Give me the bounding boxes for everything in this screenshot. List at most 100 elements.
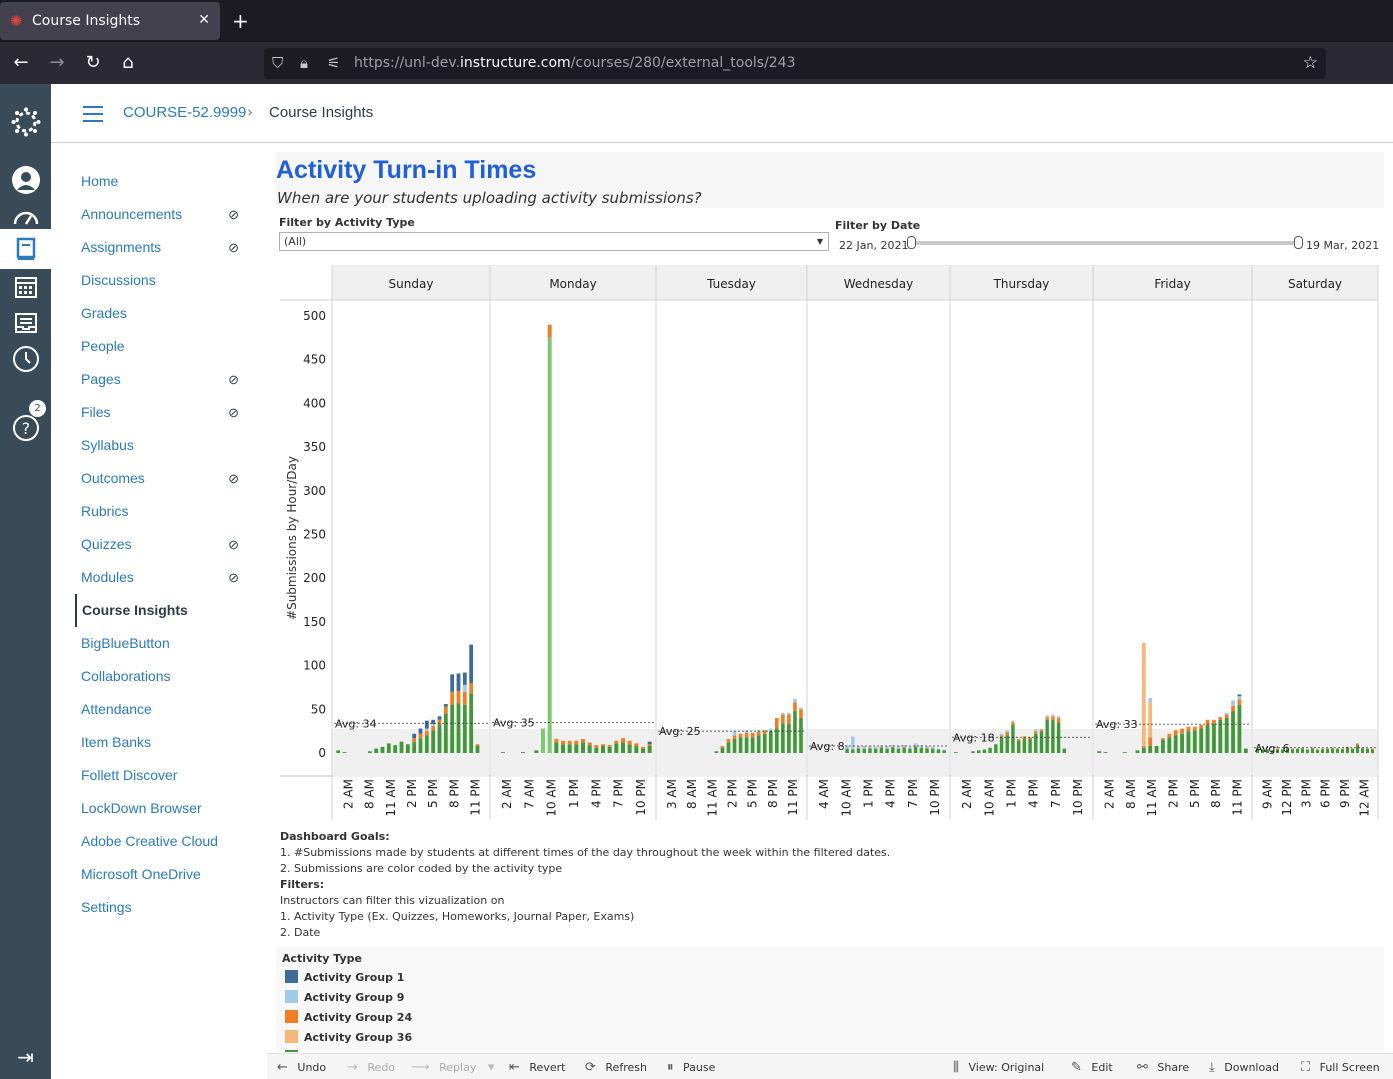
bar-segment [756,732,761,736]
course-nav: Home Announcements ⊘ Assignments ⊘ Discussion… [75,165,255,924]
bar-segment [1016,740,1021,753]
download-button[interactable]: ⤓ Download [1209,1060,1279,1075]
undo-button[interactable]: ← Undo [277,1060,326,1075]
day-header: Wednesday [844,277,913,291]
lock-icon[interactable]: 🔒︎ [300,54,308,72]
date-slider-start-handle[interactable] [907,236,916,249]
bar-segment [634,743,639,747]
legend-swatch [285,1050,298,1052]
hamburger-menu-icon[interactable] [83,106,103,122]
activity-type-select[interactable]: (All) ▼ [279,232,829,251]
bar-segment [462,691,467,705]
close-tab-icon[interactable]: ✕ [198,12,210,28]
course-nav-label: Follett Discover [81,767,178,783]
expand-nav-icon[interactable]: ⇥ [17,1045,34,1069]
share-button[interactable]: ⚯ Share [1137,1060,1189,1075]
back-icon[interactable]: ← [13,52,29,73]
y-tick-label: 100 [303,659,326,673]
replay-dropdown-icon[interactable]: ▾ [487,1060,495,1075]
bar-segment [412,738,417,743]
turn-in-times-chart[interactable]: 0 50 100 150 200 250 300 350 400 450 500 #Submissio… [278,260,1384,823]
home-icon[interactable]: ⌂ [122,52,134,73]
pause-label: Pause [683,1061,716,1074]
bar-segment [862,746,866,749]
bar-segment [424,735,429,753]
redo-button[interactable]: → Redo [347,1060,395,1075]
bar-segment [908,746,912,749]
edit-button[interactable]: ✎ Edit [1071,1060,1113,1075]
fullscreen-button[interactable]: ⛶ Full Screen [1301,1060,1380,1075]
course-nav-item[interactable]: Attendance [75,693,255,726]
course-nav-item[interactable]: Course Insights [75,594,255,627]
bar-segment [856,748,861,753]
course-nav-item[interactable]: LockDown Browser [75,792,255,825]
legend-item[interactable]: Activity Group 36 [285,1030,412,1044]
forward-icon[interactable]: → [49,52,65,73]
hidden-eye-icon: ⊘ [228,405,239,420]
y-tick-label: 200 [303,571,326,585]
canvas-logo-icon[interactable] [0,102,51,142]
course-nav-item[interactable]: Files ⊘ [75,396,255,429]
date-slider-track[interactable] [914,241,1300,245]
revert-button[interactable]: ⇤ Revert [509,1060,565,1075]
course-nav-item[interactable]: Outcomes ⊘ [75,462,255,495]
help-icon[interactable]: ? 2 [0,400,51,448]
average-label: Avg: 33 [1096,718,1138,731]
course-nav-item[interactable]: Rubrics [75,495,255,528]
course-nav-item[interactable]: Discussions [75,264,255,297]
history-clock-icon[interactable] [0,339,51,379]
bookmark-star-icon[interactable]: ☆ [1302,53,1318,73]
calendar-icon[interactable] [0,267,51,307]
replay-button[interactable]: ⟶ Replay ▾ [411,1060,500,1075]
bar-segment [1097,751,1102,753]
bar-segment [1316,749,1319,753]
reload-icon[interactable]: ↻ [85,52,101,73]
course-nav-item[interactable]: Pages ⊘ [75,363,255,396]
course-nav-item[interactable]: Grades [75,297,255,330]
bar-segment [443,713,448,753]
course-nav-item[interactable]: Syllabus [75,429,255,462]
course-nav-item[interactable]: Assignments ⊘ [75,231,255,264]
inbox-icon[interactable] [0,303,51,343]
course-nav-item[interactable]: Announcements ⊘ [75,198,255,231]
permissions-icon[interactable]: ⚟ [327,54,341,72]
x-tick-label: 11 AM [384,779,398,817]
course-nav-item[interactable]: Home [75,165,255,198]
new-tab-icon[interactable]: + [232,9,249,33]
account-avatar-icon[interactable] [0,160,51,200]
legend-item[interactable] [285,1050,304,1052]
shield-icon[interactable]: ⛉ [272,54,284,72]
course-nav-item[interactable]: BigBlueButton [75,627,255,660]
course-nav-item[interactable]: Adobe Creative Cloud [75,825,255,858]
url-bar[interactable]: ⛉ 🔒︎ ⚟ https://unl-dev.instructure.com/c… [264,48,1326,79]
average-label: Avg: 25 [659,725,701,738]
courses-icon[interactable] [0,229,51,269]
course-nav-item[interactable]: Modules ⊘ [75,561,255,594]
legend-item[interactable]: Activity Group 9 [285,990,404,1004]
course-nav-item[interactable]: Collaborations [75,660,255,693]
pause-button[interactable]: ⏸ Pause [667,1060,715,1075]
refresh-button[interactable]: ⟳ Refresh [585,1060,647,1075]
dropdown-caret-icon[interactable]: ▼ [816,237,823,246]
legend-item[interactable]: Activity Group 1 [285,970,404,984]
browser-tab[interactable]: ✺ Course Insights ✕ [0,2,220,40]
view-original-button[interactable]: ⫼ View: Original [953,1060,1044,1075]
dashboard-icon[interactable] [0,196,51,236]
bar-segment [1034,729,1038,732]
course-nav-item[interactable]: Follett Discover [75,759,255,792]
date-slider-end-handle[interactable] [1294,236,1303,249]
course-nav-item[interactable]: Microsoft OneDrive [75,858,255,891]
bar-segment [1141,747,1146,753]
bar-segment [424,728,429,732]
course-nav-item[interactable]: Item Banks [75,726,255,759]
legend-item[interactable]: Activity Group 24 [285,1010,412,1024]
average-label: Avg: 35 [493,716,535,729]
breadcrumb-course[interactable]: COURSE-52.9999 [123,104,247,121]
course-nav-item[interactable]: Quizzes ⊘ [75,528,255,561]
course-nav-item[interactable]: Settings [75,891,255,924]
x-tick-label: 2 PM [405,779,419,808]
bar-segment [1167,737,1172,753]
bar-segment [1173,730,1178,736]
url-text[interactable]: https://unl-dev.instructure.com/courses/… [354,55,796,71]
course-nav-item[interactable]: People [75,330,255,363]
